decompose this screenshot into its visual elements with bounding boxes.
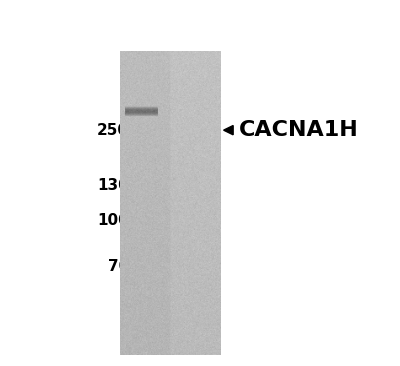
Text: 130-: 130- <box>97 178 135 193</box>
Text: 70-: 70- <box>108 259 135 274</box>
Text: 250-: 250- <box>97 123 135 138</box>
Text: B: B <box>196 50 214 74</box>
Text: 100-: 100- <box>97 213 135 228</box>
Text: A: A <box>160 50 178 74</box>
Text: CACNA1H: CACNA1H <box>239 120 359 140</box>
Polygon shape <box>224 126 233 135</box>
